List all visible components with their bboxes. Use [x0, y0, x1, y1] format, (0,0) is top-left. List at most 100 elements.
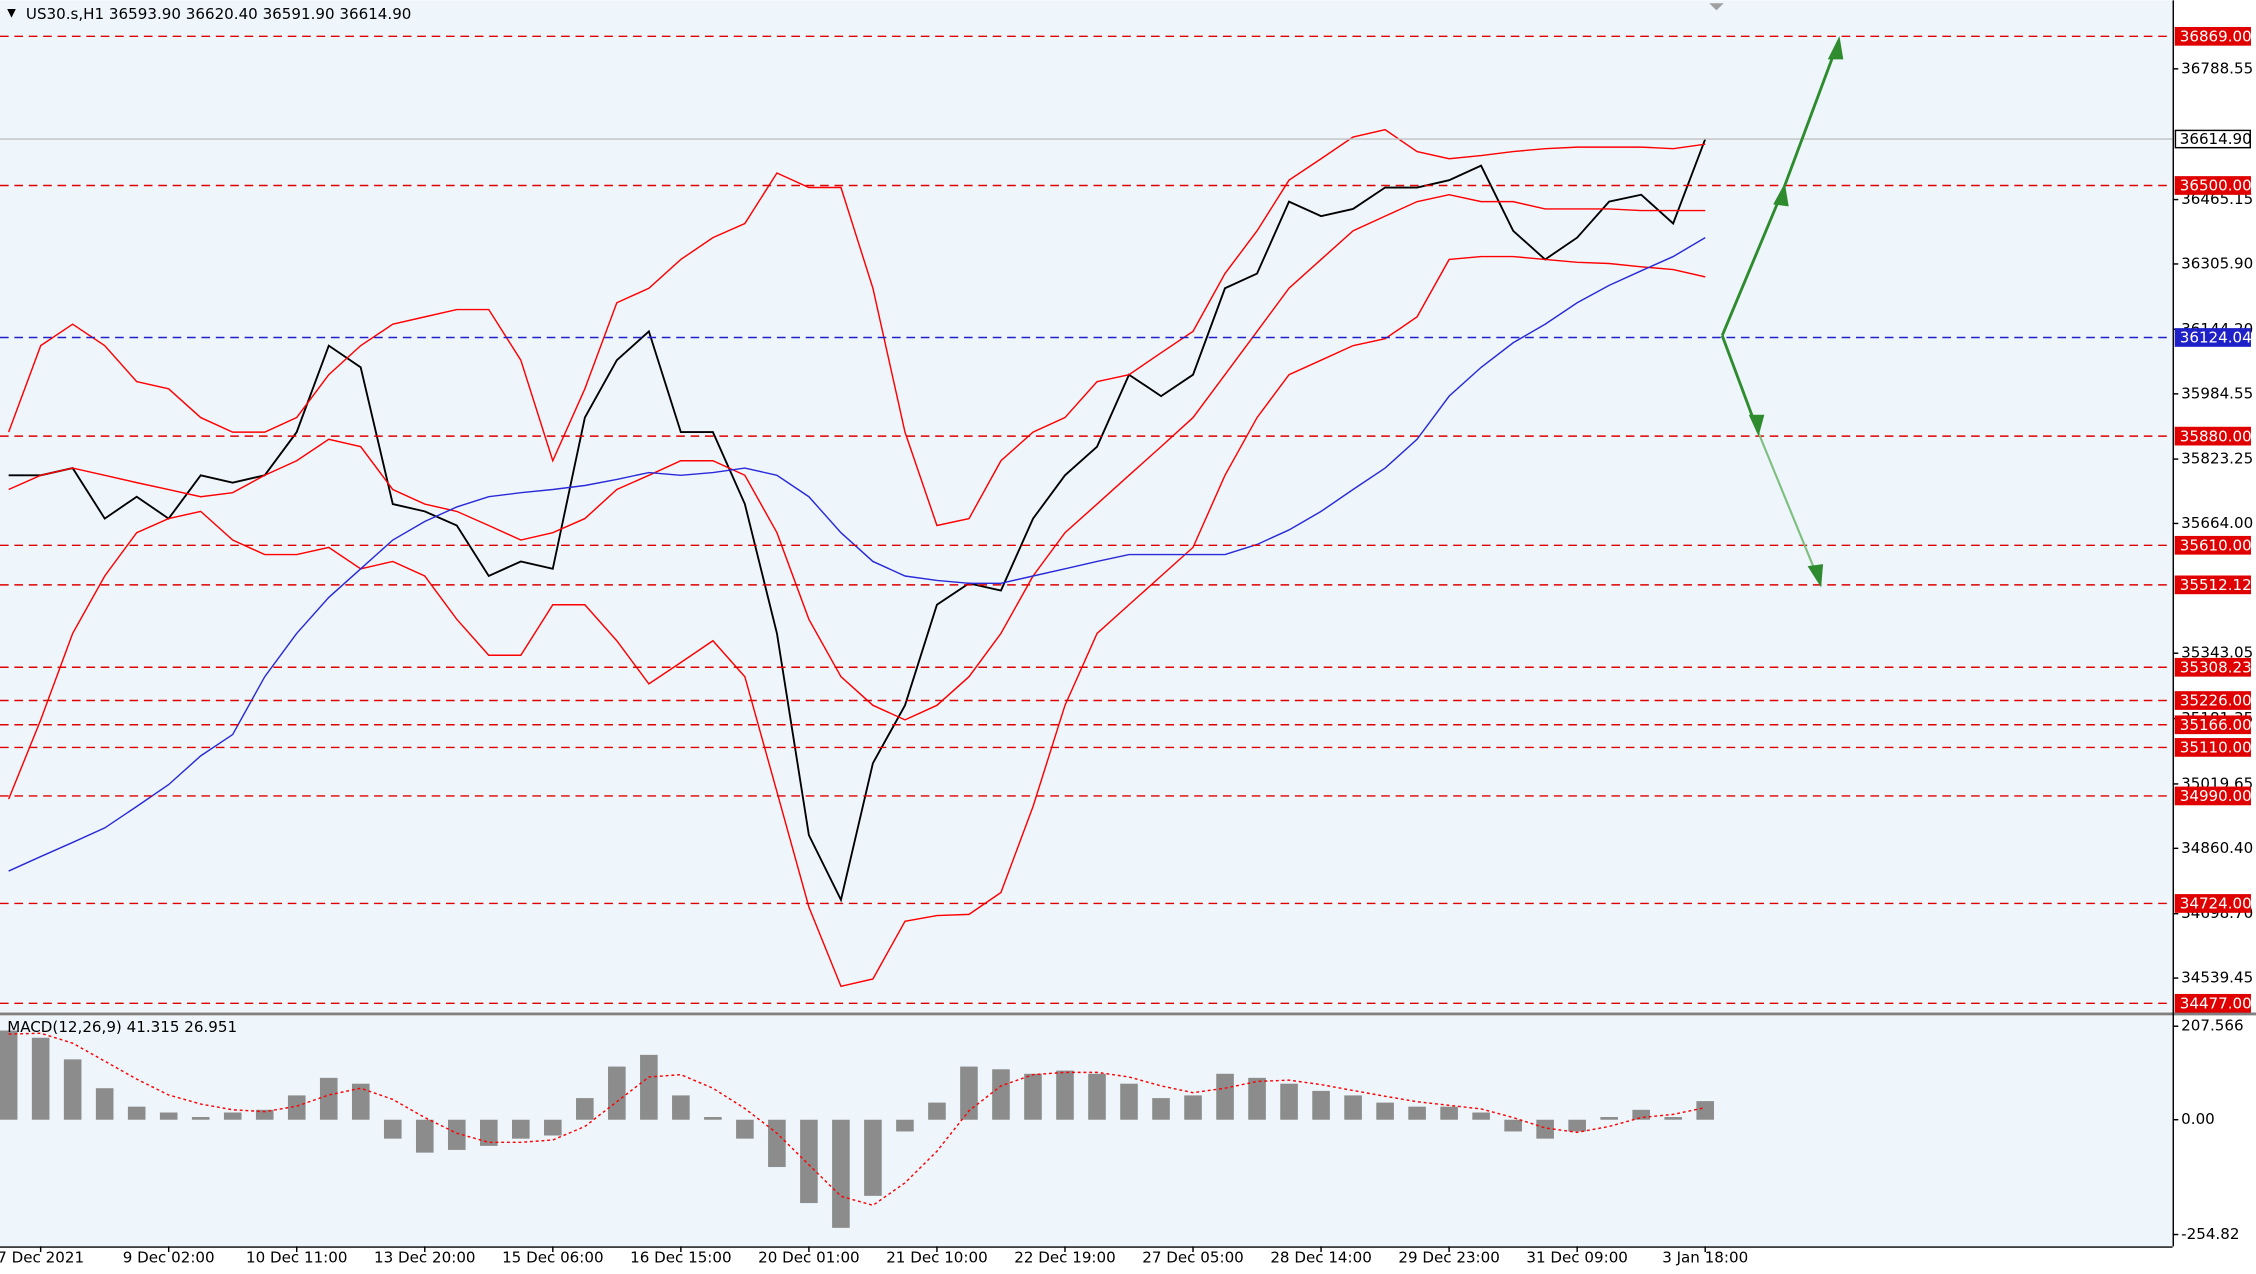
- histogram-bar: [191, 1117, 210, 1120]
- indicator-line: [7, 255, 1706, 988]
- histogram-bar: [319, 1077, 338, 1120]
- plots: [0, 35, 2173, 1228]
- level-label-box: [2174, 535, 2251, 555]
- level-label: 36869.00: [2180, 28, 2252, 46]
- x-tick-label: 9 Dec 02:00: [123, 1248, 215, 1266]
- forecast-arrows: [1720, 36, 1844, 588]
- histogram-bar: [1472, 1112, 1490, 1120]
- level-label: 34990.00: [2180, 787, 2252, 805]
- histogram-bar: [95, 1088, 114, 1120]
- macd-panel: [0, 1016, 2173, 1247]
- histogram-bar: [1216, 1073, 1234, 1120]
- histogram-bar: [1184, 1095, 1202, 1120]
- histogram-bar: [1344, 1095, 1362, 1120]
- x-tick-label: 29 Dec 23:00: [1398, 1248, 1500, 1266]
- x-tick-label: 13 Dec 20:00: [374, 1248, 476, 1266]
- histogram-bar: [1312, 1090, 1330, 1120]
- up-arrow-mid-head: [1773, 183, 1789, 207]
- histogram-bar: [896, 1119, 914, 1132]
- price-line: [8, 138, 1707, 903]
- y-tick-label: 34860.40: [2181, 839, 2253, 857]
- y-tick-label: 36788.55: [2181, 59, 2253, 77]
- level-label: 35166.00: [2180, 716, 2252, 734]
- x-tick-label: 27 Dec 05:00: [1142, 1248, 1244, 1266]
- histogram-bar: [223, 1112, 242, 1120]
- signal-line: [8, 1032, 1706, 1207]
- shift-marker: [1709, 3, 1724, 11]
- histogram-bar: [1600, 1117, 1618, 1120]
- histogram-bar: [864, 1119, 882, 1196]
- level-label-box: [2174, 715, 2251, 735]
- histogram-bar: [640, 1054, 658, 1120]
- histogram-bar: [1056, 1070, 1074, 1120]
- indicator-line: [8, 236, 1706, 872]
- x-tick-label: 20 Dec 01:00: [758, 1248, 860, 1266]
- histogram-bar: [63, 1059, 82, 1120]
- level-label: 35512.12: [2180, 576, 2252, 594]
- histogram-bar: [1088, 1073, 1106, 1120]
- level-label-box: [2174, 328, 2251, 347]
- macd-title: MACD(12,26,9) 41.315 26.951: [7, 1018, 237, 1036]
- level-label: 35880.00: [2180, 427, 2252, 445]
- down-arrow-tail: [1757, 431, 1822, 584]
- down-arrow-mid-head: [1748, 414, 1765, 437]
- histogram-bar: [1248, 1077, 1266, 1120]
- histogram-bar: [832, 1119, 850, 1228]
- histogram-bar: [383, 1119, 402, 1139]
- y-tick-label: 35664.00: [2181, 514, 2253, 532]
- histogram-bar: [0, 1030, 18, 1120]
- histogram-bar: [1536, 1119, 1554, 1139]
- level-label: 36124.04: [2180, 329, 2252, 347]
- x-tick-label: 28 Dec 14:00: [1270, 1248, 1372, 1266]
- y-tick-label: 35823.25: [2181, 450, 2253, 468]
- level-label: 35110.00: [2180, 739, 2252, 757]
- histogram-bar: [1120, 1083, 1138, 1120]
- x-tick-label: 31 Dec 09:00: [1526, 1248, 1628, 1266]
- histogram-bar: [1664, 1117, 1682, 1120]
- level-label: 36500.00: [2180, 177, 2252, 195]
- x-tick-label: 10 Dec 11:00: [246, 1248, 348, 1266]
- histogram-bar: [768, 1119, 786, 1168]
- level-label-box: [2174, 738, 2251, 757]
- chart-title: US30.s,H1 36593.90 36620.40 36591.90 366…: [26, 5, 412, 23]
- histogram-bar: [1280, 1083, 1298, 1120]
- y-tick-label: 34539.45: [2181, 969, 2253, 987]
- histogram-bar: [672, 1095, 690, 1120]
- y-tick-label: 36305.90: [2181, 254, 2253, 272]
- level-label-box: [2174, 993, 2251, 1013]
- histogram-bar: [351, 1083, 370, 1120]
- histogram-bar: [31, 1037, 50, 1120]
- histogram-bar: [255, 1109, 274, 1120]
- indicator-line: [7, 128, 1706, 527]
- down-arrow-head: [1807, 564, 1824, 588]
- macd-y-tick-label: 0.00: [2181, 1110, 2215, 1128]
- level-label-box: [2174, 176, 2251, 195]
- histogram-bar: [704, 1117, 722, 1120]
- histogram-bar: [447, 1119, 466, 1150]
- histogram-bar: [127, 1106, 146, 1120]
- histogram-bar: [608, 1066, 626, 1120]
- level-label-box: [2174, 26, 2251, 46]
- histogram-bar: [960, 1066, 978, 1120]
- price-panel: [0, 0, 2173, 1012]
- histogram-bar: [1152, 1098, 1170, 1120]
- histogram-bar: [1568, 1119, 1586, 1132]
- level-label-box: [2174, 129, 2251, 149]
- level-label-box: [2174, 786, 2251, 806]
- histogram-bar: [992, 1069, 1010, 1120]
- level-label-box: [2174, 894, 2251, 913]
- histogram-bar: [159, 1112, 178, 1120]
- indicator-line: [8, 193, 1706, 721]
- histogram-bar: [544, 1119, 562, 1136]
- y-tick-label: 35343.05: [2181, 644, 2253, 662]
- level-label-box: [2174, 657, 2251, 677]
- level-label: 35308.23: [2180, 658, 2252, 676]
- histogram-bar: [736, 1119, 754, 1139]
- histogram-bar: [1408, 1106, 1426, 1120]
- level-label: 34724.00: [2180, 895, 2252, 913]
- up-arrow-head: [1827, 36, 1844, 60]
- histogram-bar: [800, 1119, 818, 1204]
- level-label: 34477.00: [2180, 995, 2252, 1013]
